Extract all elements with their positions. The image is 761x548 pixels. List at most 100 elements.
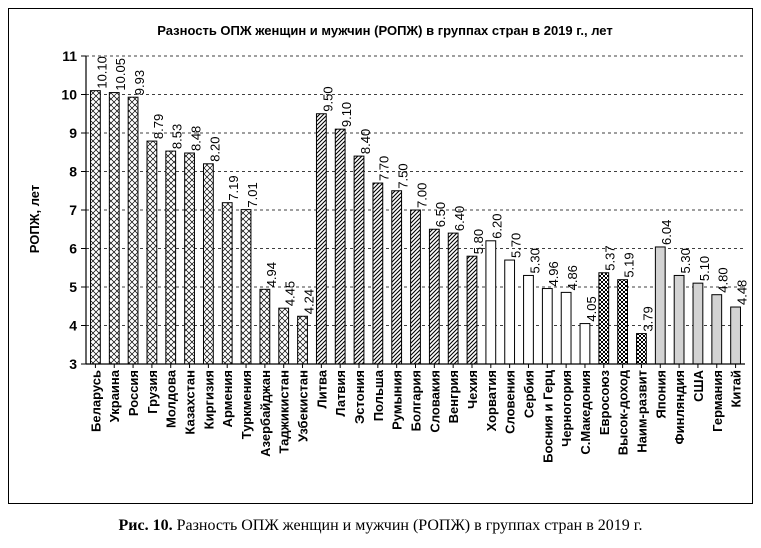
- x-tick-label: США: [691, 369, 706, 401]
- x-tick-label: Румыния: [390, 370, 405, 430]
- x-tick-label: Эстония: [352, 370, 367, 424]
- x-tick-label: Германия: [710, 370, 725, 432]
- y-tick-label: 11: [62, 48, 77, 64]
- bar: [447, 232, 459, 365]
- x-tick-label: Узбекистан: [296, 370, 311, 442]
- figure-caption: Рис. 10. Разность ОПЖ женщин и мужчин (Р…: [0, 517, 761, 535]
- bar: [165, 150, 177, 365]
- data-label: 6.40: [452, 206, 467, 231]
- bar: [353, 155, 365, 365]
- x-tick-label: Босния и Герц: [540, 370, 555, 463]
- data-label: 4.96: [546, 261, 561, 286]
- data-label: 5.37: [603, 245, 618, 270]
- data-label: 5.80: [471, 229, 486, 254]
- bar: [90, 90, 101, 365]
- x-tick-label: Беларусь: [88, 370, 103, 432]
- x-tick-label: Словения: [503, 370, 518, 434]
- x-tick-label: Китай: [729, 370, 744, 408]
- data-label: 9.93: [132, 70, 147, 95]
- data-label: 10.10: [94, 56, 109, 89]
- y-tick-label: 3: [69, 356, 77, 372]
- x-tick-label: Венгрия: [446, 370, 461, 423]
- y-axis-label: РОПЖ, лет: [27, 185, 42, 253]
- x-tick-label: С.Македония: [578, 370, 593, 455]
- bar: [711, 294, 723, 365]
- bar: [127, 96, 139, 365]
- x-tick-label: Чехия: [465, 370, 480, 409]
- data-label: 4.48: [734, 280, 749, 305]
- bar: [504, 259, 516, 365]
- x-tick-label: Грузия: [145, 370, 160, 414]
- bar: [673, 274, 685, 365]
- data-label: 8.53: [170, 124, 185, 149]
- data-label: 9.50: [320, 86, 335, 111]
- bar: [730, 306, 741, 365]
- bar: [334, 128, 346, 365]
- bar: [466, 255, 478, 365]
- y-tick-label: 8: [69, 164, 77, 180]
- data-label: 6.20: [490, 213, 505, 238]
- caption-text: Разность ОПЖ женщин и мужчин (РОПЖ) в гр…: [172, 517, 643, 534]
- bar: [579, 323, 591, 365]
- data-label: 8.20: [207, 136, 222, 161]
- bar: [372, 182, 384, 365]
- x-tick-label: Словакия: [427, 370, 442, 433]
- bar: [315, 113, 327, 365]
- data-label: 4.80: [716, 267, 731, 292]
- data-label: 10.05: [113, 58, 128, 91]
- y-tick-label: 9: [69, 125, 77, 141]
- x-tick-label: Армения: [220, 370, 235, 427]
- bar: [617, 279, 629, 365]
- caption-number: Рис. 10.: [118, 517, 173, 534]
- data-labels: 10.10 10.05 9.93 8.79 8.53 8.48 8.20 7.19 7.01 4.…: [94, 56, 749, 331]
- bar: [541, 288, 553, 365]
- data-label: 4.45: [283, 281, 298, 306]
- y-tick-label: 5: [69, 279, 77, 295]
- x-tick-label: Россия: [126, 370, 141, 416]
- data-label: 5.30: [678, 248, 693, 273]
- x-tick-label: Высок-доход: [616, 369, 631, 455]
- x-tick-label: Болгария: [409, 370, 424, 431]
- y-tick-label: 7: [69, 202, 77, 218]
- x-tick-label: Казахстан: [183, 370, 198, 435]
- y-tick-label: 4: [69, 318, 77, 334]
- bar: [410, 209, 421, 365]
- data-label: 4.05: [584, 296, 599, 321]
- y-tick-label: 6: [69, 241, 77, 257]
- bar: [523, 274, 534, 365]
- data-label: 4.86: [565, 265, 580, 290]
- data-label: 3.79: [640, 306, 655, 331]
- data-label: 4.24: [301, 289, 316, 314]
- data-label: 8.48: [188, 126, 203, 151]
- chart-frame: Разность ОПЖ женщин и мужчин (РОПЖ) в гр…: [8, 8, 753, 504]
- bar: [654, 246, 666, 365]
- bar: [240, 209, 252, 365]
- x-tick-label: Финляндия: [672, 370, 687, 444]
- x-tick-label: Евросоюз: [597, 369, 612, 435]
- data-label: 6.04: [659, 220, 674, 245]
- data-label: 5.19: [622, 252, 637, 277]
- x-tick-label: Азербайджан: [258, 370, 273, 457]
- x-tick-label: Молдова: [164, 369, 179, 428]
- bar: [485, 240, 497, 365]
- data-label: 8.79: [151, 114, 166, 139]
- bar: [108, 92, 120, 365]
- data-label: 5.10: [697, 256, 712, 281]
- data-label: 7.19: [226, 175, 241, 200]
- bar: [598, 272, 610, 365]
- bar: [428, 228, 440, 365]
- gridlines: [86, 55, 745, 326]
- data-label: 7.01: [245, 182, 260, 207]
- x-tick-label: Сербия: [521, 370, 536, 418]
- bar: [560, 291, 572, 365]
- bar: [202, 163, 214, 365]
- x-tick-label: Хорватия: [484, 370, 499, 431]
- bar: [297, 315, 308, 365]
- x-tick-label: Черногория: [559, 370, 574, 447]
- x-tick-labels: Беларусь Украина Россия Грузия Молдова Казахс…: [88, 369, 743, 463]
- chart-title: Разность ОПЖ женщин и мужчин (РОПЖ) в гр…: [157, 23, 612, 38]
- x-tick-label: Таджикистан: [277, 370, 292, 453]
- x-tick-label: Литва: [314, 369, 329, 408]
- bar: [221, 202, 233, 365]
- bar: [692, 282, 704, 365]
